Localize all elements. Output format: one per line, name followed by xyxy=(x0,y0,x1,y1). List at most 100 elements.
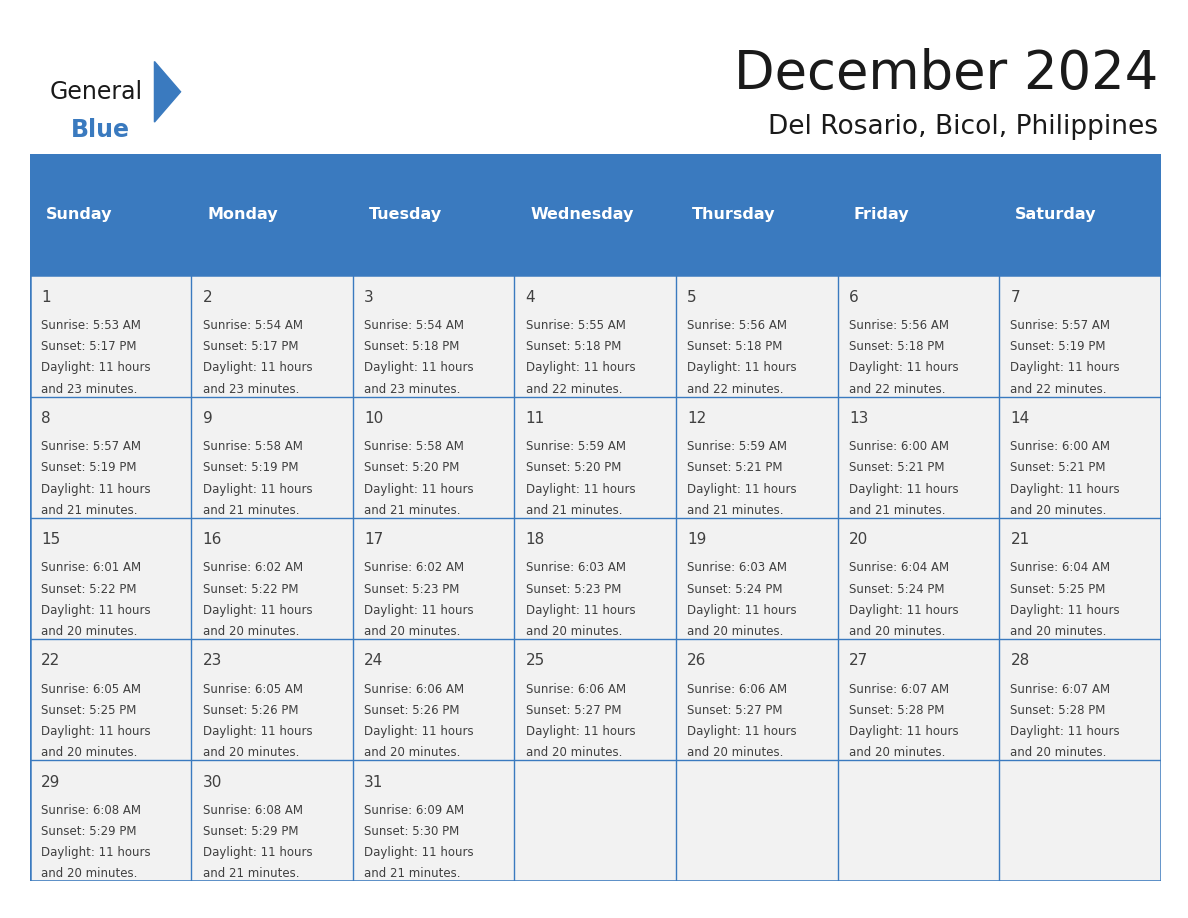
Text: 19: 19 xyxy=(688,532,707,547)
Text: Sunrise: 6:05 AM: Sunrise: 6:05 AM xyxy=(42,683,141,696)
Text: Sunset: 5:17 PM: Sunset: 5:17 PM xyxy=(203,341,298,353)
Bar xyxy=(838,639,999,760)
Text: Daylight: 11 hours: Daylight: 11 hours xyxy=(365,604,474,617)
Bar xyxy=(999,275,1161,397)
Text: and 20 minutes.: and 20 minutes. xyxy=(849,625,946,638)
Text: Sunset: 5:24 PM: Sunset: 5:24 PM xyxy=(849,583,944,596)
Text: Tuesday: Tuesday xyxy=(369,207,442,222)
Text: 22: 22 xyxy=(42,654,61,668)
Text: 4: 4 xyxy=(526,290,536,305)
Bar xyxy=(30,397,191,518)
Text: Daylight: 11 hours: Daylight: 11 hours xyxy=(365,483,474,496)
Bar xyxy=(676,518,838,639)
Text: 1: 1 xyxy=(42,290,51,305)
Text: and 21 minutes.: and 21 minutes. xyxy=(42,504,138,517)
Text: and 21 minutes.: and 21 minutes. xyxy=(365,504,461,517)
Text: Sunset: 5:20 PM: Sunset: 5:20 PM xyxy=(365,462,460,475)
Bar xyxy=(353,275,514,397)
Text: 18: 18 xyxy=(526,532,545,547)
Bar xyxy=(838,397,999,518)
Text: Sunrise: 5:53 AM: Sunrise: 5:53 AM xyxy=(42,319,141,332)
Text: 3: 3 xyxy=(365,290,374,305)
Text: Daylight: 11 hours: Daylight: 11 hours xyxy=(42,725,151,738)
Bar xyxy=(30,518,191,639)
Bar xyxy=(676,639,838,760)
Text: Sunrise: 5:58 AM: Sunrise: 5:58 AM xyxy=(203,441,303,453)
Text: Wednesday: Wednesday xyxy=(531,207,634,222)
Text: Sunrise: 6:03 AM: Sunrise: 6:03 AM xyxy=(688,562,788,575)
Text: and 20 minutes.: and 20 minutes. xyxy=(1011,504,1107,517)
Text: Thursday: Thursday xyxy=(693,207,776,222)
Bar xyxy=(514,639,676,760)
Bar xyxy=(999,518,1161,639)
Text: 6: 6 xyxy=(849,290,859,305)
Text: Sunrise: 6:03 AM: Sunrise: 6:03 AM xyxy=(526,562,626,575)
Text: Sunrise: 5:58 AM: Sunrise: 5:58 AM xyxy=(365,441,465,453)
Text: 15: 15 xyxy=(42,532,61,547)
Text: and 20 minutes.: and 20 minutes. xyxy=(365,746,461,759)
Text: Sunset: 5:28 PM: Sunset: 5:28 PM xyxy=(849,704,944,717)
Text: Del Rosario, Bicol, Philippines: Del Rosario, Bicol, Philippines xyxy=(769,114,1158,140)
Text: Sunset: 5:21 PM: Sunset: 5:21 PM xyxy=(688,462,783,475)
Text: 12: 12 xyxy=(688,411,707,426)
Text: Sunset: 5:29 PM: Sunset: 5:29 PM xyxy=(42,825,137,838)
Text: Daylight: 11 hours: Daylight: 11 hours xyxy=(526,483,636,496)
Bar xyxy=(353,397,514,518)
Bar xyxy=(353,518,514,639)
Text: 29: 29 xyxy=(42,775,61,789)
Text: Sunrise: 5:59 AM: Sunrise: 5:59 AM xyxy=(688,441,788,453)
Text: Sunrise: 6:06 AM: Sunrise: 6:06 AM xyxy=(526,683,626,696)
Text: 21: 21 xyxy=(1011,532,1030,547)
Text: 24: 24 xyxy=(365,654,384,668)
Text: and 20 minutes.: and 20 minutes. xyxy=(42,746,138,759)
Text: Daylight: 11 hours: Daylight: 11 hours xyxy=(1011,604,1120,617)
Text: Sunset: 5:25 PM: Sunset: 5:25 PM xyxy=(42,704,137,717)
Text: Sunrise: 6:06 AM: Sunrise: 6:06 AM xyxy=(688,683,788,696)
Text: Daylight: 11 hours: Daylight: 11 hours xyxy=(203,362,312,375)
Text: 14: 14 xyxy=(1011,411,1030,426)
Bar xyxy=(353,760,514,881)
Text: and 20 minutes.: and 20 minutes. xyxy=(526,746,623,759)
Text: and 20 minutes.: and 20 minutes. xyxy=(1011,746,1107,759)
Text: Daylight: 11 hours: Daylight: 11 hours xyxy=(365,362,474,375)
Text: Friday: Friday xyxy=(854,207,909,222)
Text: and 23 minutes.: and 23 minutes. xyxy=(203,383,299,396)
Bar xyxy=(30,154,1161,275)
Text: and 20 minutes.: and 20 minutes. xyxy=(203,746,299,759)
Bar xyxy=(191,275,353,397)
Text: Sunrise: 6:04 AM: Sunrise: 6:04 AM xyxy=(849,562,949,575)
Bar xyxy=(514,275,676,397)
Text: and 20 minutes.: and 20 minutes. xyxy=(688,746,784,759)
Text: and 20 minutes.: and 20 minutes. xyxy=(849,746,946,759)
Bar xyxy=(353,639,514,760)
Text: Daylight: 11 hours: Daylight: 11 hours xyxy=(688,725,797,738)
Text: Daylight: 11 hours: Daylight: 11 hours xyxy=(42,604,151,617)
Text: Sunrise: 6:07 AM: Sunrise: 6:07 AM xyxy=(849,683,949,696)
Text: Sunset: 5:18 PM: Sunset: 5:18 PM xyxy=(365,341,460,353)
Text: 23: 23 xyxy=(203,654,222,668)
Text: Sunrise: 6:08 AM: Sunrise: 6:08 AM xyxy=(42,804,141,817)
Text: and 21 minutes.: and 21 minutes. xyxy=(203,868,299,880)
Text: 30: 30 xyxy=(203,775,222,789)
Bar xyxy=(838,518,999,639)
Text: Sunrise: 6:00 AM: Sunrise: 6:00 AM xyxy=(1011,441,1111,453)
Text: 7: 7 xyxy=(1011,290,1020,305)
Text: Sunrise: 5:55 AM: Sunrise: 5:55 AM xyxy=(526,319,626,332)
Text: General: General xyxy=(50,80,143,104)
Text: Sunset: 5:28 PM: Sunset: 5:28 PM xyxy=(1011,704,1106,717)
Text: Saturday: Saturday xyxy=(1016,207,1097,222)
Bar xyxy=(676,275,838,397)
Bar xyxy=(30,760,191,881)
Text: Daylight: 11 hours: Daylight: 11 hours xyxy=(849,483,959,496)
Text: and 22 minutes.: and 22 minutes. xyxy=(688,383,784,396)
Text: 28: 28 xyxy=(1011,654,1030,668)
Text: and 21 minutes.: and 21 minutes. xyxy=(849,504,946,517)
Text: and 20 minutes.: and 20 minutes. xyxy=(526,625,623,638)
Text: Sunrise: 6:06 AM: Sunrise: 6:06 AM xyxy=(365,683,465,696)
Bar xyxy=(999,639,1161,760)
Text: Blue: Blue xyxy=(71,118,131,142)
Text: Sunset: 5:27 PM: Sunset: 5:27 PM xyxy=(688,704,783,717)
Bar xyxy=(30,639,191,760)
Text: 25: 25 xyxy=(526,654,545,668)
Text: Daylight: 11 hours: Daylight: 11 hours xyxy=(849,725,959,738)
